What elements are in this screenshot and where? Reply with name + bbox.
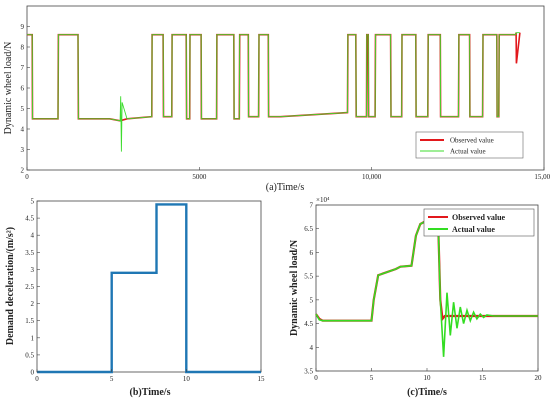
panel-a-ytick-label: 5	[21, 105, 25, 113]
panel-c-xtick-label: 0	[314, 374, 318, 382]
panel-a-legend: Observed value Actual value	[415, 131, 524, 159]
panel-b-caption: (b)Time/s	[130, 387, 171, 398]
panel-c-xtick-label: 10	[424, 374, 432, 382]
panel-a-ytick-label: 2	[21, 167, 25, 175]
panel-c-ytick-label: 4	[310, 344, 314, 352]
panel-a-ylabel: Dynamic wheel load/N	[3, 42, 14, 135]
panel-c-xtick-label: 15	[479, 374, 487, 382]
panel-b-ylabel: Demand deceleration/(m/s²)	[5, 227, 16, 345]
panel-c-legend: Observed value Actual value	[423, 208, 535, 237]
panel-c-ytick-label: 6.5	[304, 225, 313, 233]
panel-c-legend-box	[423, 208, 535, 237]
panel-c-ytick-label: 7	[310, 202, 314, 210]
panel-c-ytick-label: 5.5	[304, 273, 313, 281]
panel-c-y-exponent: ×10⁴	[316, 196, 330, 204]
panel-a-xtick-label: 5000	[192, 173, 207, 181]
panel-a-ytick-label: 9	[21, 23, 25, 31]
panel-b-ytick-label: 4	[31, 232, 35, 240]
panel-a-ticks: 0 5000 10,000 15,000 2 3 4 5 6 7 8 9	[21, 23, 550, 181]
panel-c-ytick-label: 6	[310, 249, 314, 257]
panel-c-series	[315, 219, 538, 357]
panel-b-series	[37, 203, 261, 374]
panel-b-ytick-label: 0.5	[25, 351, 34, 359]
panel-a: 0 5000 10,000 15,000 2 3 4 5 6 7 8 9 Dynamic wheel …	[3, 5, 550, 193]
panel-a-xtick-label: 0	[25, 173, 29, 181]
panel-c-legend-label-observed: Observed value	[452, 213, 506, 222]
panel-b-xtick-label: 15	[258, 375, 266, 383]
panel-b-ytick-label: 2.5	[25, 283, 34, 291]
panel-a-ytick-label: 3	[21, 146, 25, 154]
panel-c-caption: (c)Time/s	[407, 387, 447, 398]
panel-c-legend-label-actual: Actual value	[452, 225, 495, 234]
panel-b-ytick-label: 2	[31, 300, 35, 308]
panel-b-ytick-label: 3	[31, 266, 35, 274]
panel-a-series-1-line	[27, 32, 520, 152]
panel-a-legend-label-observed: Observed value	[450, 137, 494, 145]
panel-b-ytick-label: 0	[31, 369, 35, 377]
panel-c-xtick-label: 20	[535, 374, 543, 382]
panel-b-ytick-label: 5	[31, 198, 35, 206]
panel-c-series-1-line	[315, 219, 538, 357]
panel-c-ylabel: Dynamic wheel load/N	[289, 239, 300, 336]
panel-b-xtick-label: 10	[183, 375, 191, 383]
panel-c-ticks: 0 5 10 15 20 3.5 4 4.5 5 5.5 6 6.5 7	[304, 202, 542, 383]
panel-a-xtick-label: 15,000	[534, 173, 550, 181]
panel-a-ytick-label: 7	[21, 64, 25, 72]
panel-a-ytick-label: 8	[21, 44, 25, 52]
panel-b-ytick-label: 4.5	[25, 215, 34, 223]
panel-a-xtick-label: 10,000	[362, 173, 382, 181]
panel-c: 0 5 10 15 20 3.5 4 4.5 5 5.5 6 6.5 7 ×10⁴ Dynamic wh…	[289, 196, 542, 398]
panel-a-ytick-label: 4	[21, 126, 25, 134]
panel-a-legend-label-actual: Actual value	[450, 148, 486, 156]
panel-b-ytick-label: 1.5	[25, 317, 34, 325]
panel-b-xtick-label: 0	[35, 375, 39, 383]
panel-a-ytick-label: 6	[21, 85, 25, 93]
panel-b: 0 5 10 15 0 0.5 1 1.5 2 2.5 3 3.5 4 4.5 5 Demand decel…	[5, 198, 265, 399]
panel-c-ytick-label: 5	[310, 296, 314, 304]
panel-a-caption: (a)Time/s	[266, 182, 305, 193]
panel-a-legend-box	[415, 131, 524, 159]
panel-a-series	[27, 32, 521, 152]
panel-b-ytick-label: 1	[31, 334, 35, 342]
panel-b-series-0-line	[37, 203, 261, 374]
panel-b-ticks: 0 5 10 15 0 0.5 1 1.5 2 2.5 3 3.5 4 4.5 5	[25, 198, 265, 384]
panel-c-ytick-label: 4.5	[304, 320, 313, 328]
panel-b-xtick-label: 5	[110, 375, 114, 383]
panel-c-xtick-label: 5	[370, 374, 374, 382]
panel-b-ytick-label: 3.5	[25, 249, 34, 257]
panel-c-ytick-label: 3.5	[304, 368, 313, 376]
panel-b-plot-area	[36, 200, 262, 373]
